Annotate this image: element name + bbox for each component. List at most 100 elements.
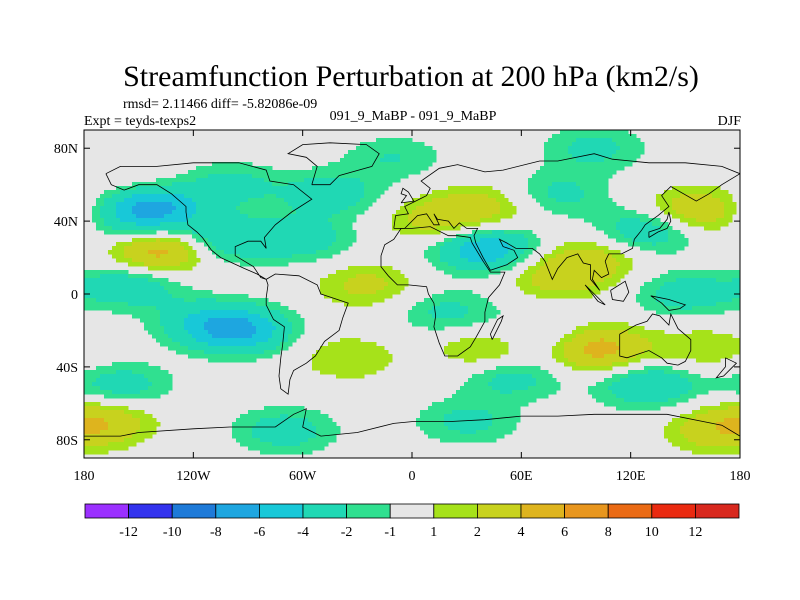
field-cell: [140, 218, 145, 223]
field-cell: [396, 142, 401, 147]
field-cell: [100, 198, 105, 203]
field-cell: [552, 194, 557, 199]
field-cell: [208, 306, 213, 311]
field-cell: [696, 298, 701, 303]
field-cell: [644, 298, 649, 303]
field-cell: [320, 242, 325, 247]
field-cell: [104, 190, 109, 195]
field-cell: [468, 306, 473, 311]
field-cell: [192, 342, 197, 347]
field-cell: [700, 334, 705, 339]
field-cell: [152, 290, 157, 295]
field-cell: [244, 194, 249, 199]
field-cell: [300, 234, 305, 239]
field-cell: [404, 146, 409, 151]
field-cell: [384, 350, 389, 355]
field-cell: [464, 302, 469, 307]
field-cell: [476, 354, 481, 359]
field-cell: [600, 262, 605, 267]
field-cell: [220, 346, 225, 351]
field-cell: [544, 282, 549, 287]
field-cell: [412, 170, 417, 175]
field-cell: [140, 318, 145, 323]
field-cell: [220, 162, 225, 167]
field-cell: [348, 162, 353, 167]
field-cell: [472, 186, 477, 191]
field-cell: [200, 294, 205, 299]
field-cell: [408, 146, 413, 151]
field-cell: [444, 350, 449, 355]
field-cell: [580, 158, 585, 163]
field-cell: [292, 258, 297, 263]
field-cell: [112, 282, 117, 287]
field-cell: [604, 198, 609, 203]
field-cell: [108, 210, 113, 215]
field-cell: [316, 210, 321, 215]
field-cell: [300, 194, 305, 199]
field-cell: [684, 194, 689, 199]
field-cell: [712, 306, 717, 311]
field-cell: [308, 174, 313, 179]
field-cell: [528, 230, 533, 235]
field-cell: [368, 158, 373, 163]
field-cell: [248, 234, 253, 239]
field-cell: [580, 242, 585, 247]
field-cell: [464, 306, 469, 311]
field-cell: [540, 186, 545, 191]
field-cell: [484, 218, 489, 223]
field-cell: [264, 346, 269, 351]
field-cell: [252, 174, 257, 179]
field-cell: [552, 354, 557, 359]
field-cell: [344, 278, 349, 283]
field-cell: [304, 174, 309, 179]
field-cell: [624, 226, 629, 231]
field-cell: [404, 154, 409, 159]
field-cell: [344, 170, 349, 175]
field-cell: [704, 218, 709, 223]
field-cell: [380, 274, 385, 279]
field-cell: [704, 310, 709, 315]
field-cell: [620, 254, 625, 259]
field-cell: [412, 322, 417, 327]
field-cell: [280, 238, 285, 243]
field-cell: [416, 142, 421, 147]
field-cell: [548, 262, 553, 267]
field-cell: [624, 322, 629, 327]
field-cell: [188, 266, 193, 271]
field-cell: [368, 162, 373, 167]
field-cell: [200, 194, 205, 199]
field-cell: [496, 354, 501, 359]
field-cell: [284, 230, 289, 235]
field-cell: [488, 266, 493, 271]
field-cell: [440, 246, 445, 251]
field-cell: [368, 170, 373, 175]
field-cell: [444, 314, 449, 319]
field-cell: [284, 178, 289, 183]
field-cell: [484, 262, 489, 267]
field-cell: [376, 190, 381, 195]
field-cell: [284, 206, 289, 211]
field-cell: [396, 278, 401, 283]
field-cell: [652, 238, 657, 243]
field-cell: [240, 314, 245, 319]
field-cell: [256, 302, 261, 307]
field-cell: [604, 330, 609, 335]
field-cell: [176, 338, 181, 343]
field-cell: [276, 258, 281, 263]
field-cell: [388, 174, 393, 179]
field-cell: [268, 222, 273, 227]
field-cell: [404, 166, 409, 171]
field-cell: [408, 210, 413, 215]
field-cell: [260, 186, 265, 191]
field-cell: [556, 138, 561, 143]
field-cell: [136, 310, 141, 315]
field-cell: [124, 274, 129, 279]
field-cell: [136, 290, 141, 295]
field-cell: [228, 190, 233, 195]
field-cell: [356, 190, 361, 195]
field-cell: [388, 294, 393, 299]
field-cell: [184, 306, 189, 311]
field-cell: [668, 342, 673, 347]
field-cell: [280, 206, 285, 211]
field-cell: [132, 258, 137, 263]
